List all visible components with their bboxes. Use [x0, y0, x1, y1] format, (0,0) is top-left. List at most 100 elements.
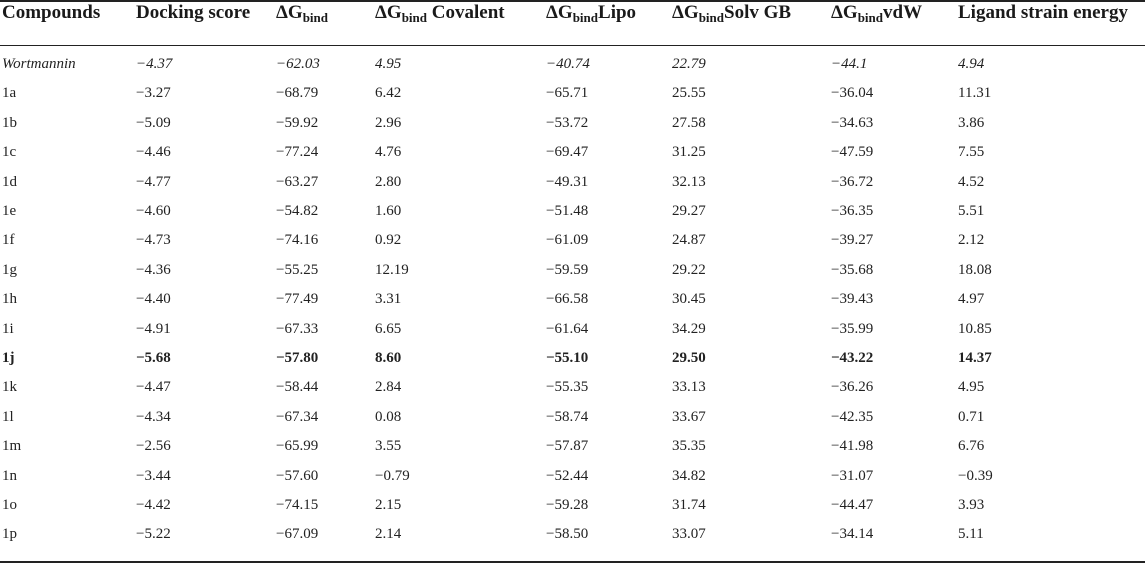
- cell-dg-bind-covalent: 8.60: [375, 350, 402, 366]
- cell-docking-score: −4.36: [136, 261, 171, 278]
- cell-docking-score: −4.73: [136, 232, 171, 249]
- cell-dg-bind-vdw: −44.1: [831, 56, 868, 72]
- cell-dg-bind-solv-gb: 31.74: [672, 497, 706, 513]
- cell-dg-bind-solv-gb: 33.67: [672, 408, 706, 425]
- cell-dg-bind-covalent: 1.60: [375, 203, 402, 219]
- cell-dg-bind-covalent: 6.42: [375, 85, 402, 102]
- cell-dg-bind-lipo: −58.50: [546, 526, 589, 543]
- cell-dg-bind-vdw: −31.07: [831, 467, 874, 484]
- cell-ligand-strain-energy: 3.86: [958, 114, 985, 131]
- cell-docking-score: −4.77: [136, 173, 171, 190]
- cell-dg-bind-vdw: −34.14: [831, 526, 874, 543]
- cell-ligand-strain-energy: 18.08: [958, 261, 992, 278]
- cell-dg-bind-vdw: −42.35: [831, 408, 874, 425]
- cell-compound: 1h: [2, 291, 17, 308]
- cell-dg-bind-vdw: −47.59: [831, 144, 874, 161]
- cell-dg-bind-solv-gb: 34.82: [672, 467, 706, 484]
- cell-ligand-strain-energy: 7.55: [958, 144, 985, 161]
- cell-docking-score: −3.44: [136, 467, 171, 484]
- cell-dg-bind-lipo: −53.72: [546, 114, 589, 131]
- cell-dg-bind-lipo: −58.74: [546, 408, 589, 425]
- cell-dg-bind-covalent: 6.65: [375, 320, 402, 337]
- cell-ligand-strain-energy: 2.12: [958, 232, 985, 249]
- header-dg-bind: ΔGbind: [276, 2, 329, 25]
- cell-dg-bind-solv-gb: 27.58: [672, 114, 706, 131]
- cell-docking-score: −4.47: [136, 379, 171, 396]
- cell-dg-bind: −65.99: [276, 438, 319, 455]
- cell-ligand-strain-energy: 3.93: [958, 497, 985, 513]
- cell-dg-bind-lipo: −49.31: [546, 173, 589, 190]
- cell-ligand-strain-energy: −0.39: [958, 467, 993, 484]
- cell-dg-bind-solv-gb: 31.25: [672, 144, 706, 161]
- cell-dg-bind: −67.34: [276, 408, 319, 425]
- cell-dg-bind-solv-gb: 32.13: [672, 173, 706, 190]
- cell-ligand-strain-energy: 4.94: [958, 56, 985, 72]
- cell-dg-bind-covalent: 3.55: [375, 438, 402, 455]
- cell-dg-bind-solv-gb: 29.22: [672, 261, 706, 278]
- cell-dg-bind-lipo: −55.35: [546, 379, 589, 396]
- table-bottom-rule: [0, 561, 1145, 563]
- header-ligand-strain-energy: Ligand strain energy: [958, 2, 1128, 23]
- cell-docking-score: −4.46: [136, 144, 171, 161]
- cell-dg-bind-vdw: −35.68: [831, 261, 874, 278]
- cell-compound: 1c: [2, 144, 17, 161]
- cell-dg-bind: −74.15: [276, 497, 319, 513]
- header-docking-score: Docking score: [136, 2, 251, 23]
- cell-compound: 1k: [2, 379, 17, 396]
- cell-dg-bind-solv-gb: 22.79: [672, 56, 706, 72]
- cell-dg-bind-covalent: 3.31: [375, 291, 402, 308]
- cell-dg-bind-covalent: 0.08: [375, 408, 402, 425]
- cell-dg-bind-lipo: −59.28: [546, 497, 589, 513]
- cell-compound: 1d: [2, 173, 17, 190]
- cell-ligand-strain-energy: 5.11: [958, 526, 984, 543]
- cell-dg-bind-solv-gb: 24.87: [672, 232, 706, 249]
- cell-docking-score: −4.91: [136, 320, 171, 337]
- cell-dg-bind: −57.80: [276, 350, 319, 366]
- cell-dg-bind-covalent: 2.80: [375, 173, 402, 190]
- cell-dg-bind-lipo: −69.47: [546, 144, 589, 161]
- cell-dg-bind-lipo: −51.48: [546, 203, 589, 219]
- cell-dg-bind-covalent: 0.92: [375, 232, 402, 249]
- cell-dg-bind-vdw: −36.04: [831, 85, 874, 102]
- cell-ligand-strain-energy: 4.95: [958, 379, 985, 396]
- header-compounds: Compounds: [2, 2, 101, 23]
- cell-docking-score: −4.42: [136, 497, 171, 513]
- cell-dg-bind: −63.27: [276, 173, 319, 190]
- cell-dg-bind-covalent: 12.19: [375, 261, 409, 278]
- cell-dg-bind: −68.79: [276, 85, 319, 102]
- cell-ligand-strain-energy: 4.97: [958, 291, 985, 308]
- cell-dg-bind-lipo: −40.74: [546, 56, 590, 72]
- cell-docking-score: −4.60: [136, 203, 171, 219]
- cell-dg-bind: −62.03: [276, 56, 320, 72]
- cell-dg-bind: −57.60: [276, 467, 319, 484]
- cell-docking-score: −2.56: [136, 438, 171, 455]
- cell-docking-score: −4.34: [136, 408, 171, 425]
- cell-dg-bind-solv-gb: 33.07: [672, 526, 706, 543]
- cell-dg-bind-vdw: −36.26: [831, 379, 874, 396]
- cell-dg-bind-solv-gb: 33.13: [672, 379, 706, 396]
- cell-dg-bind-covalent: 2.15: [375, 497, 402, 513]
- cell-dg-bind-lipo: −66.58: [546, 291, 589, 308]
- cell-dg-bind-covalent: 2.96: [375, 114, 402, 131]
- cell-docking-score: −5.09: [136, 114, 171, 131]
- cell-dg-bind-vdw: −34.63: [831, 114, 874, 131]
- cell-ligand-strain-energy: 14.37: [958, 350, 992, 366]
- cell-compound: 1i: [2, 320, 14, 337]
- cell-dg-bind-vdw: −39.43: [831, 291, 874, 308]
- cell-compound: 1g: [2, 261, 17, 278]
- cell-dg-bind-solv-gb: 29.50: [672, 350, 706, 366]
- cell-dg-bind-solv-gb: 29.27: [672, 203, 706, 219]
- cell-dg-bind-lipo: −55.10: [546, 350, 589, 366]
- cell-dg-bind: −58.44: [276, 379, 319, 396]
- cell-dg-bind: −74.16: [276, 232, 319, 249]
- cell-dg-bind-vdw: −39.27: [831, 232, 874, 249]
- cell-compound: 1e: [2, 203, 17, 219]
- cell-ligand-strain-energy: 6.76: [958, 438, 985, 455]
- cell-compound: 1f: [2, 232, 15, 249]
- cell-dg-bind: −67.33: [276, 320, 319, 337]
- cell-dg-bind-lipo: −61.64: [546, 320, 589, 337]
- cell-dg-bind-solv-gb: 30.45: [672, 291, 706, 308]
- cell-dg-bind-vdw: −44.47: [831, 497, 874, 513]
- cell-dg-bind-vdw: −41.98: [831, 438, 874, 455]
- cell-dg-bind-vdw: −35.99: [831, 320, 874, 337]
